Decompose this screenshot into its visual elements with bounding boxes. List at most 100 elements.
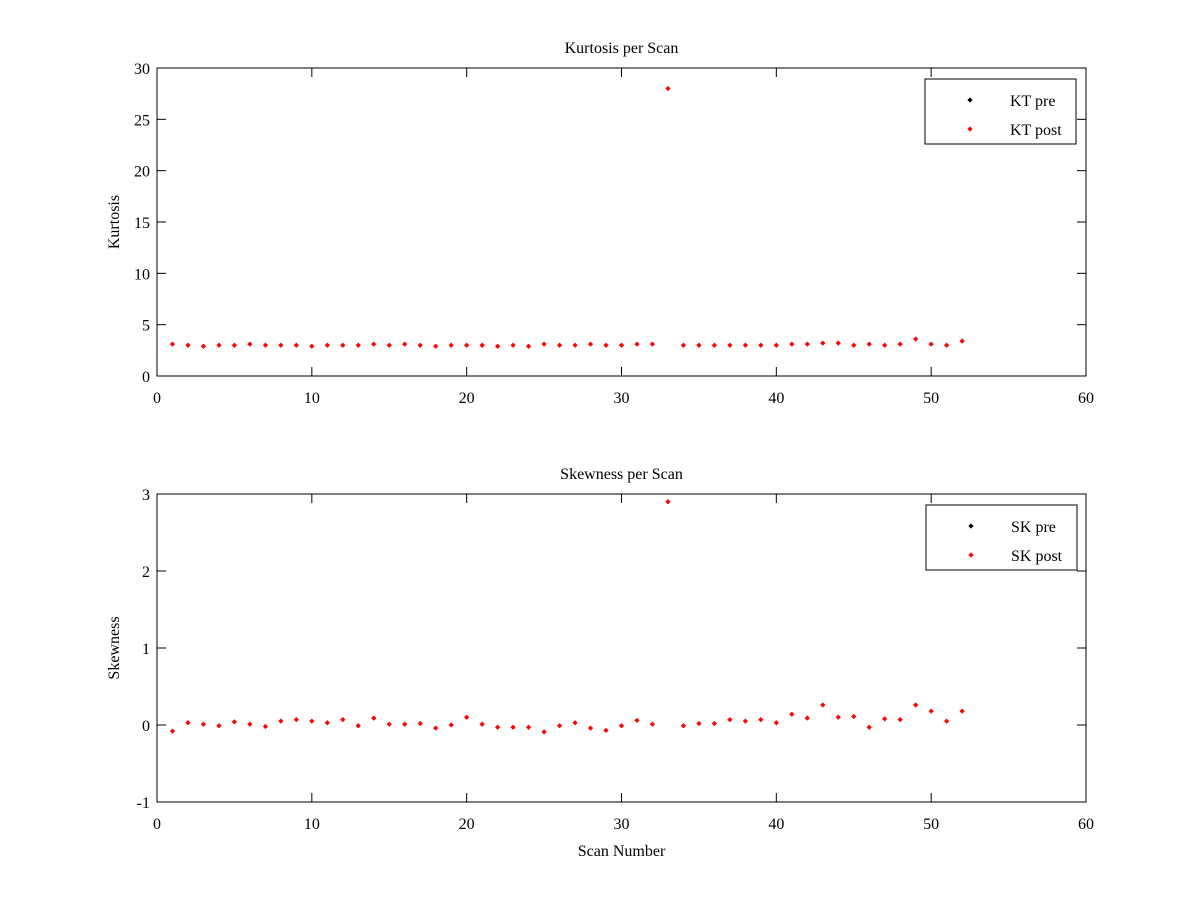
data-point [324,720,330,726]
x-tick-label: 40 [768,816,784,833]
x-tick-label: 10 [304,816,320,833]
data-point [525,724,532,730]
data-point [433,343,439,349]
data-point [402,721,408,727]
data-point [696,720,702,727]
chart-title: Skewness per Scan [560,466,683,483]
y-tick-label: 2 [142,564,150,581]
y-tick-label: -1 [137,795,150,812]
data-point [278,342,284,348]
data-point [262,342,269,348]
data-point [448,722,454,728]
data-point [541,729,547,735]
data-point [789,711,795,717]
data-point [247,341,253,347]
data-point [386,342,392,348]
y-tick-label: 5 [142,318,150,335]
data-point [479,342,485,348]
data-point [742,342,748,348]
x-tick-label: 30 [614,816,630,833]
y-axis-label: Skewness [106,616,123,679]
legend-marker [967,126,973,132]
data-point [665,85,671,92]
data-point [448,342,454,348]
legend: KT pre KT post [924,78,1077,145]
legend-marker [968,552,974,558]
data-point [587,725,594,731]
y-tick-label: 1 [142,641,150,658]
data-point [216,342,222,348]
y-axis-label: Kurtosis [106,195,123,249]
data-point [293,342,299,348]
data-point [727,342,733,348]
data-point [386,721,392,727]
legend-label: SK pre [1011,519,1056,536]
x-tick-label: 10 [304,390,320,407]
data-point [293,716,299,723]
data-point [200,721,207,727]
data-point [541,341,547,347]
y-tick-label: 20 [134,164,150,181]
data-point [727,716,733,723]
data-point [603,727,609,734]
data-point [309,718,315,724]
y-tick-label: 30 [134,61,150,78]
y-tick-label: 15 [134,215,150,232]
data-point [618,723,625,729]
data-point [866,724,872,730]
data-point [309,343,315,349]
data-point [959,338,965,344]
data-point [185,342,191,348]
data-point [495,724,501,730]
data-point [897,716,903,723]
data-point [371,341,377,347]
data-point [634,341,640,347]
legend-box [924,78,1077,145]
data-point [820,702,826,708]
data-point [556,342,563,348]
data-point [882,342,888,348]
x-axis-label: Scan Number [578,843,666,860]
data-point [231,342,238,348]
series-sk-post [169,499,965,735]
data-point [355,723,361,729]
data-point [959,708,965,714]
legend: SK pre SK post [925,504,1078,571]
data-point [928,341,934,347]
data-point [231,719,238,725]
data-point [913,336,919,342]
data-point [278,718,284,724]
data-point [742,718,748,724]
data-point [649,721,656,727]
data-point [913,702,919,708]
data-point [680,723,687,729]
data-point [495,343,501,349]
data-point [758,716,764,723]
x-tick-label: 0 [153,390,161,407]
data-point [247,721,253,727]
data-point [169,341,176,347]
data-point [804,341,810,347]
data-point [525,343,532,349]
y-tick-label: 10 [134,266,150,283]
data-point [572,720,578,726]
data-point [928,708,934,714]
data-point [603,342,609,348]
data-point [789,341,795,347]
data-point [479,721,485,727]
data-point [944,342,950,348]
data-point [417,720,423,727]
data-point [680,342,687,348]
axes-1: 0 10 20 30 40 50 60 0 5 10 15 20 25 30 Kurtosis per Sc… [106,40,1094,407]
data-point [587,341,594,347]
data-point [340,342,346,348]
data-point [835,714,841,720]
data-point [866,341,872,347]
y-tick-label: 0 [142,718,150,735]
data-point [355,342,361,348]
data-point [944,718,950,724]
x-tick-label: 20 [459,816,475,833]
data-point [185,720,191,726]
data-point [510,724,516,730]
